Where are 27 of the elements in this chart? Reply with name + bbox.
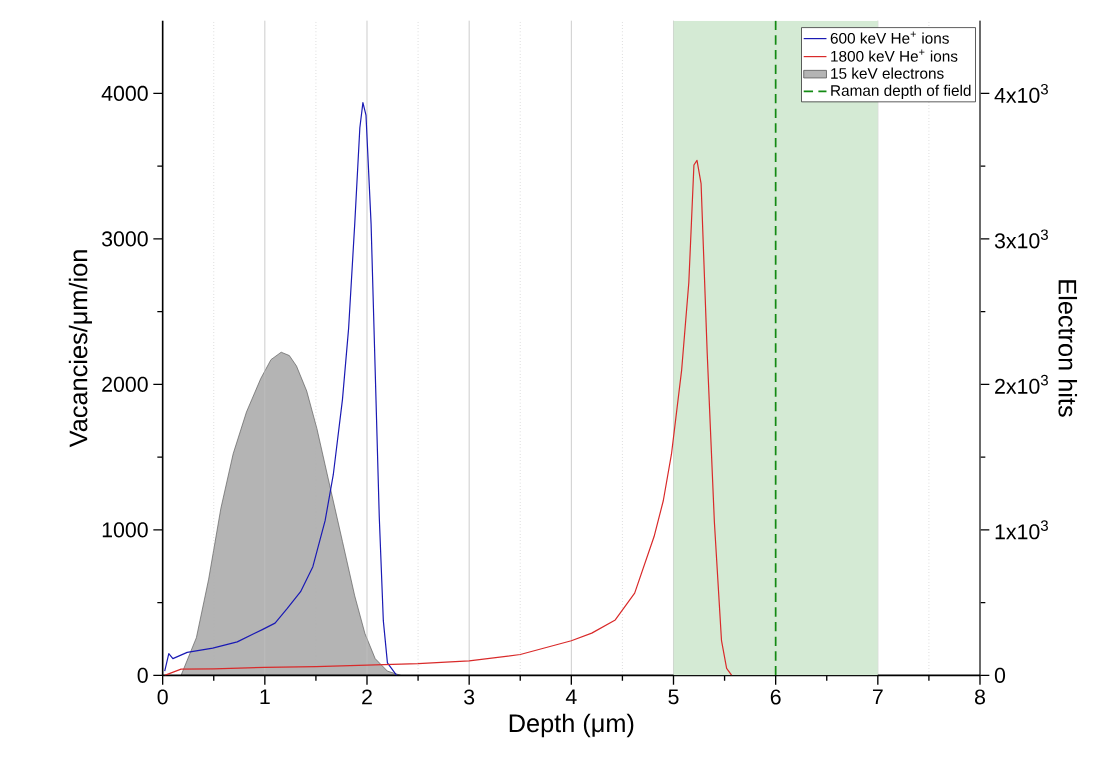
x-tick-label: 3 [464, 689, 475, 705]
y-tick-label: 0 [137, 667, 148, 683]
legend-label: 600 keV He$^{+}$ ions [830, 31, 949, 44]
x-tick-label: 0 [157, 689, 168, 705]
x-tick-label: 4 [565, 689, 577, 705]
y-axis-title: Vacancies/μm/ion [68, 250, 92, 448]
line-series [164, 101, 398, 676]
legend-label: 15 keV electrons [831, 67, 944, 79]
x-tick-label: 2 [362, 689, 372, 705]
x-axis-title: Depth (μm) [509, 713, 634, 738]
y2-axis-title: Electron hits [1058, 280, 1078, 417]
x-tick-label: 5 [668, 689, 679, 705]
x-tick-label: 1 [260, 689, 270, 705]
y-tick-label: 3000 [101, 231, 148, 247]
y2-tick-label: 3x10$^{3}$ [994, 229, 1048, 249]
x-tick-label: 6 [770, 689, 781, 705]
legend-label: Raman depth of field [831, 84, 971, 100]
y2-tick-label: 0 [994, 667, 1006, 683]
y-tick-label: 1000 [102, 522, 148, 538]
x-tick-label: 7 [872, 689, 883, 705]
y-tick-label: 4000 [101, 85, 148, 101]
y-tick-label: 2000 [102, 376, 148, 392]
y2-tick-label: 4x10$^{3}$ [994, 83, 1048, 103]
legend-label: 1800 keV He$^{+}$ ions [831, 49, 958, 62]
y2-tick-label: 1x10$^{3}$ [995, 520, 1048, 540]
y2-tick-label: 2x10$^{3}$ [995, 374, 1048, 394]
x-tick-label: 8 [974, 689, 985, 705]
